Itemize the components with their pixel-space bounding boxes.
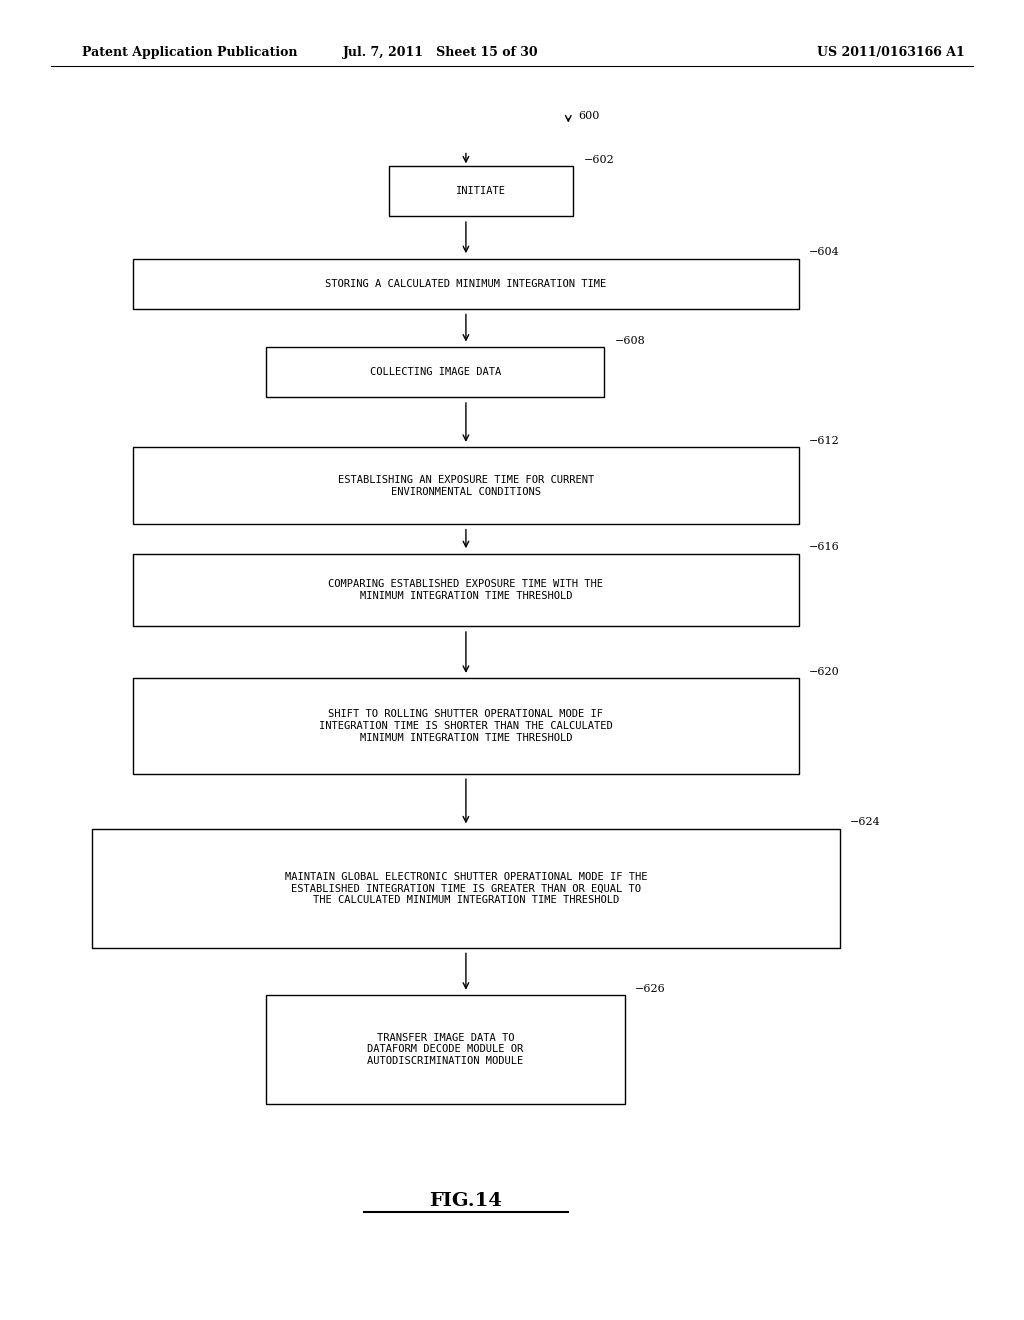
FancyBboxPatch shape [92, 829, 840, 948]
Text: COMPARING ESTABLISHED EXPOSURE TIME WITH THE
MINIMUM INTEGRATION TIME THRESHOLD: COMPARING ESTABLISHED EXPOSURE TIME WITH… [329, 579, 603, 601]
Text: −626: −626 [635, 983, 666, 994]
Text: −624: −624 [850, 817, 881, 828]
Text: INITIATE: INITIATE [457, 186, 506, 197]
FancyBboxPatch shape [389, 166, 573, 216]
Text: FIG.14: FIG.14 [429, 1192, 503, 1210]
Text: −602: −602 [584, 154, 614, 165]
Text: US 2011/0163166 A1: US 2011/0163166 A1 [817, 46, 965, 59]
Text: TRANSFER IMAGE DATA TO
DATAFORM DECODE MODULE OR
AUTODISCRIMINATION MODULE: TRANSFER IMAGE DATA TO DATAFORM DECODE M… [368, 1032, 523, 1067]
Text: −604: −604 [809, 247, 840, 257]
Text: STORING A CALCULATED MINIMUM INTEGRATION TIME: STORING A CALCULATED MINIMUM INTEGRATION… [326, 279, 606, 289]
Text: SHIFT TO ROLLING SHUTTER OPERATIONAL MODE IF
INTEGRATION TIME IS SHORTER THAN TH: SHIFT TO ROLLING SHUTTER OPERATIONAL MOD… [319, 709, 612, 743]
Text: −616: −616 [809, 543, 840, 552]
Text: −612: −612 [809, 436, 840, 446]
FancyBboxPatch shape [133, 447, 799, 524]
Text: ESTABLISHING AN EXPOSURE TIME FOR CURRENT
ENVIRONMENTAL CONDITIONS: ESTABLISHING AN EXPOSURE TIME FOR CURREN… [338, 475, 594, 496]
Text: Patent Application Publication: Patent Application Publication [82, 46, 297, 59]
Text: −608: −608 [614, 335, 645, 346]
Text: MAINTAIN GLOBAL ELECTRONIC SHUTTER OPERATIONAL MODE IF THE
ESTABLISHED INTEGRATI: MAINTAIN GLOBAL ELECTRONIC SHUTTER OPERA… [285, 871, 647, 906]
Text: −620: −620 [809, 667, 840, 677]
Text: 600: 600 [579, 111, 600, 121]
FancyBboxPatch shape [133, 259, 799, 309]
FancyBboxPatch shape [133, 678, 799, 774]
Text: COLLECTING IMAGE DATA: COLLECTING IMAGE DATA [370, 367, 501, 378]
FancyBboxPatch shape [266, 347, 604, 397]
FancyBboxPatch shape [133, 553, 799, 626]
FancyBboxPatch shape [266, 995, 625, 1104]
Text: Jul. 7, 2011   Sheet 15 of 30: Jul. 7, 2011 Sheet 15 of 30 [342, 46, 539, 59]
